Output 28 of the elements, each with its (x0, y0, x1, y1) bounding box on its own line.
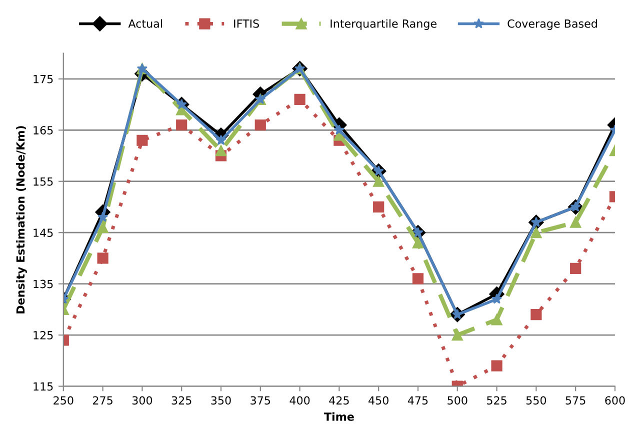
x-tick-label: 450 (368, 396, 388, 405)
x-tick-label: 525 (487, 396, 506, 405)
x-axis-title: Time (324, 412, 354, 421)
x-tick-label: 500 (448, 396, 468, 405)
y-tick-label: 135 (34, 280, 53, 288)
legend-label: Actual (128, 19, 162, 28)
x-tick-label: 350 (211, 396, 231, 405)
x-tick-label: 475 (408, 396, 428, 405)
x-tick-label: 400 (290, 396, 310, 405)
x-tick-label: 575 (566, 396, 586, 405)
x-tick-label: 275 (93, 396, 112, 405)
y-tick-label: 125 (34, 331, 53, 340)
legend-label: Coverage Based (508, 19, 597, 30)
x-tick-label: 375 (250, 396, 270, 405)
y-tick-label: 115 (34, 382, 53, 391)
y-tick-label: 165 (34, 126, 53, 135)
y-tick-label: 145 (34, 228, 53, 237)
x-tick-label: 425 (329, 396, 349, 405)
y-tick-label: 155 (34, 177, 53, 186)
y-tick-label: 175 (34, 75, 53, 84)
y-axis-title: Density Estimation (Node/Km) (16, 126, 27, 314)
legend-label: Interquartile Range (330, 19, 436, 30)
x-tick-label: 325 (172, 396, 192, 405)
x-tick-label: 300 (132, 396, 152, 405)
legend-label: IFTIS (234, 19, 259, 28)
x-tick-label: 550 (526, 396, 546, 405)
x-tick-label: 250 (54, 396, 74, 405)
x-tick-label: 600 (605, 396, 625, 405)
